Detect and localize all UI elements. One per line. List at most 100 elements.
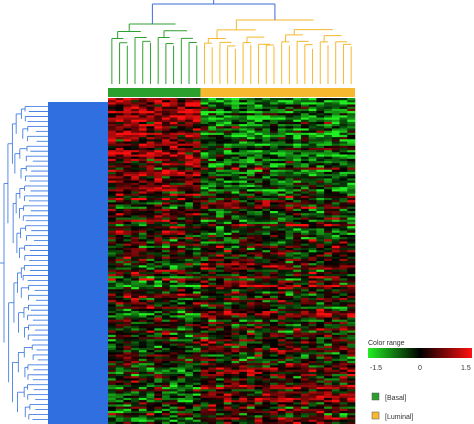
heatmap-cell	[347, 267, 356, 270]
heatmap-cell	[316, 319, 325, 323]
heatmap-cell	[192, 197, 201, 201]
heatmap-cell	[146, 126, 155, 129]
heatmap-cell	[216, 343, 225, 347]
heatmap-cell	[169, 343, 178, 347]
heatmap-cell	[316, 143, 325, 147]
heatmap-cell	[285, 232, 294, 236]
heatmap-cell	[169, 219, 178, 223]
heatmap-cell	[138, 360, 147, 364]
heatmap-cell	[293, 213, 302, 216]
heatmap-cell	[154, 287, 163, 290]
heatmap-cell	[177, 358, 186, 362]
heatmap-cell	[169, 119, 178, 123]
heatmap-cell	[138, 382, 147, 386]
heatmap-cell	[231, 337, 240, 340]
heatmap-cell	[108, 352, 117, 355]
heatmap-cell	[308, 230, 317, 234]
heatmap-cell	[154, 365, 163, 368]
heatmap-cell	[192, 128, 201, 131]
heatmap-cell	[262, 378, 271, 381]
heatmap-cell	[277, 217, 286, 220]
heatmap-cell	[200, 232, 209, 236]
heatmap-cell	[200, 339, 209, 342]
heatmap-cell	[300, 258, 309, 262]
heatmap-cell	[277, 206, 286, 210]
heatmap-cell	[254, 360, 263, 364]
heatmap-cell	[324, 182, 333, 186]
heatmap-cell	[246, 345, 255, 349]
heatmap-cell	[192, 321, 201, 325]
heatmap-cell	[300, 289, 309, 292]
heatmap-cell	[231, 197, 240, 201]
heatmap-cell	[146, 184, 155, 188]
heatmap-cell	[316, 280, 325, 284]
heatmap-cell	[169, 132, 178, 136]
heatmap-cell	[308, 189, 317, 192]
heatmap-cell	[231, 163, 240, 166]
heatmap-cell	[331, 352, 340, 355]
heatmap-cell	[108, 345, 117, 349]
heatmap-cell	[123, 250, 132, 253]
heatmap-cell	[347, 284, 356, 288]
heatmap-cell	[300, 167, 309, 171]
heatmap-cell	[231, 182, 240, 186]
heatmap-cell	[246, 182, 255, 186]
heatmap-cell	[331, 265, 340, 268]
heatmap-cell	[285, 330, 294, 334]
heatmap-cell	[347, 230, 356, 234]
heatmap-cell	[231, 211, 240, 214]
heatmap-cell	[154, 158, 163, 162]
heatmap-cell	[115, 274, 124, 277]
heatmap-cell	[185, 365, 194, 368]
heatmap-cell	[246, 265, 255, 268]
heatmap-cell	[254, 289, 263, 292]
heatmap-cell	[208, 167, 217, 171]
heatmap-cell	[277, 300, 286, 303]
heatmap-cell	[270, 247, 279, 251]
heatmap-cell	[223, 352, 232, 355]
heatmap-cell	[200, 102, 209, 105]
heatmap-cell	[216, 295, 225, 299]
heatmap-cell	[339, 217, 348, 220]
heatmap-cell	[308, 165, 317, 168]
heatmap-cell	[324, 293, 333, 297]
heatmap-cell	[254, 215, 263, 218]
heatmap-cell	[154, 224, 163, 227]
heatmap-cell	[347, 280, 356, 284]
heatmap-cell	[270, 360, 279, 364]
heatmap-cell	[169, 189, 178, 192]
heatmap-cell	[246, 191, 255, 194]
heatmap-cell	[254, 200, 263, 203]
heatmap-cell	[108, 208, 117, 212]
heatmap-cell	[285, 137, 294, 140]
heatmap-cell	[339, 343, 348, 347]
heatmap-cell	[300, 391, 309, 394]
heatmap-cell	[277, 197, 286, 201]
heatmap-cell	[185, 156, 194, 160]
heatmap-cell	[316, 274, 325, 277]
heatmap-cell	[131, 111, 140, 114]
heatmap-cell	[154, 295, 163, 299]
heatmap-cell	[200, 269, 209, 273]
heatmap-cell	[339, 347, 348, 351]
heatmap-cell	[146, 171, 155, 175]
heatmap-cell	[162, 282, 171, 286]
heatmap-cell	[123, 287, 132, 290]
heatmap-cell	[216, 389, 225, 392]
heatmap-cell	[300, 380, 309, 383]
heatmap-cell	[339, 232, 348, 236]
heatmap-cell	[254, 228, 263, 231]
heatmap-cell	[254, 297, 263, 301]
heatmap-cell	[285, 106, 294, 110]
heatmap-cell	[331, 117, 340, 121]
heatmap-cell	[169, 156, 178, 160]
heatmap-cell	[293, 197, 302, 201]
heatmap-cell	[177, 406, 186, 410]
heatmap-cell	[223, 304, 232, 307]
heatmap-cell	[239, 137, 248, 140]
heatmap-cell	[316, 276, 325, 279]
heatmap-cell	[231, 265, 240, 268]
heatmap-cell	[231, 237, 240, 240]
heatmap-cell	[108, 106, 117, 110]
heatmap-cell	[347, 182, 356, 186]
